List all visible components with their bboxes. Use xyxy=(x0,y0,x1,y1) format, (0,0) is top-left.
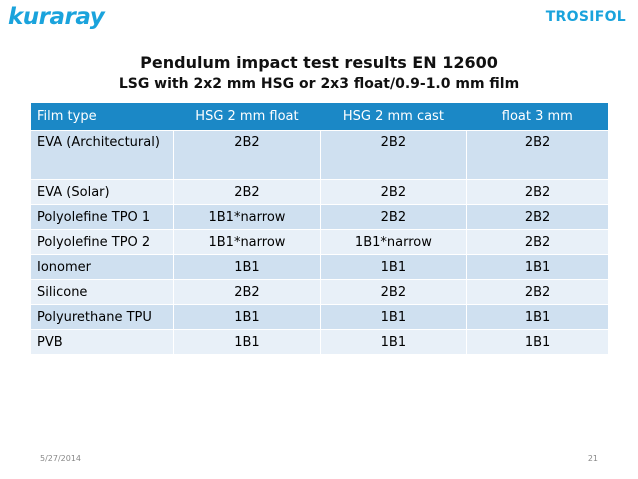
table-row: Ionomer 1B1 1B1 1B1 xyxy=(31,254,608,280)
cell-film-type: Polyurethane TPU xyxy=(31,304,174,330)
cell-result: 2B2 xyxy=(173,279,321,305)
cell-result: 2B2 xyxy=(173,130,321,180)
table-header-row: Film type HSG 2 mm float HSG 2 mm cast f… xyxy=(31,103,608,131)
cell-result: 2B2 xyxy=(319,204,467,230)
cell-film-type: PVB xyxy=(31,329,174,354)
cell-result: 2B2 xyxy=(319,130,467,180)
cell-result: 1B1 xyxy=(466,254,608,280)
table-row: EVA (Architectural) 2B2 2B2 2B2 xyxy=(31,130,608,180)
header-hsg-float: HSG 2 mm float xyxy=(173,103,321,131)
cell-result: 1B1*narrow xyxy=(173,204,321,230)
table-row: Polyolefine TPO 2 1B1*narrow 1B1*narrow … xyxy=(31,229,608,255)
cell-film-type: EVA (Architectural) xyxy=(31,130,174,180)
cell-result: 1B1 xyxy=(319,304,467,330)
trosifol-logo: TROSIFOL xyxy=(545,9,626,25)
cell-result: 2B2 xyxy=(319,179,467,205)
table-row: PVB 1B1 1B1 1B1 xyxy=(31,329,608,354)
kuraray-logo: kuraray xyxy=(8,4,105,30)
table-row: Polyolefine TPO 1 1B1*narrow 2B2 2B2 xyxy=(31,204,608,230)
cell-result: 2B2 xyxy=(466,179,608,205)
table-row: EVA (Solar) 2B2 2B2 2B2 xyxy=(31,179,608,205)
slide-subtitle: LSG with 2x2 mm HSG or 2x3 float/0.9-1.0… xyxy=(118,76,520,92)
cell-film-type: Ionomer xyxy=(31,254,174,280)
header-hsg-cast: HSG 2 mm cast xyxy=(320,103,467,131)
header-float-3mm: float 3 mm xyxy=(466,103,608,131)
cell-result: 2B2 xyxy=(466,229,608,255)
footer-date: 5/27/2014 xyxy=(40,454,82,463)
cell-film-type: Polyolefine TPO 2 xyxy=(31,229,174,255)
table-row: Polyurethane TPU 1B1 1B1 1B1 xyxy=(31,304,608,330)
cell-result: 2B2 xyxy=(319,279,467,305)
header-film-type: Film type xyxy=(31,103,174,131)
cell-result: 2B2 xyxy=(466,204,608,230)
cell-result: 1B1 xyxy=(173,254,321,280)
cell-result: 2B2 xyxy=(466,279,608,305)
cell-film-type: Polyolefine TPO 1 xyxy=(31,204,174,230)
cell-film-type: EVA (Solar) xyxy=(31,179,174,205)
cell-result: 1B1 xyxy=(173,329,321,354)
cell-result: 1B1*narrow xyxy=(173,229,321,255)
cell-film-type: Silicone xyxy=(31,279,174,305)
cell-result: 1B1 xyxy=(319,329,467,354)
table-row: Silicone 2B2 2B2 2B2 xyxy=(31,279,608,305)
slide-title: Pendulum impact test results EN 12600 xyxy=(140,53,498,72)
page-number: 21 xyxy=(587,454,598,463)
cell-result: 1B1 xyxy=(319,254,467,280)
cell-result: 1B1 xyxy=(466,304,608,330)
cell-result: 2B2 xyxy=(173,179,321,205)
cell-result: 1B1*narrow xyxy=(319,229,467,255)
cell-result: 2B2 xyxy=(466,130,608,180)
results-table: Film type HSG 2 mm float HSG 2 mm cast f… xyxy=(31,103,608,354)
cell-result: 1B1 xyxy=(466,329,608,354)
cell-result: 1B1 xyxy=(173,304,321,330)
